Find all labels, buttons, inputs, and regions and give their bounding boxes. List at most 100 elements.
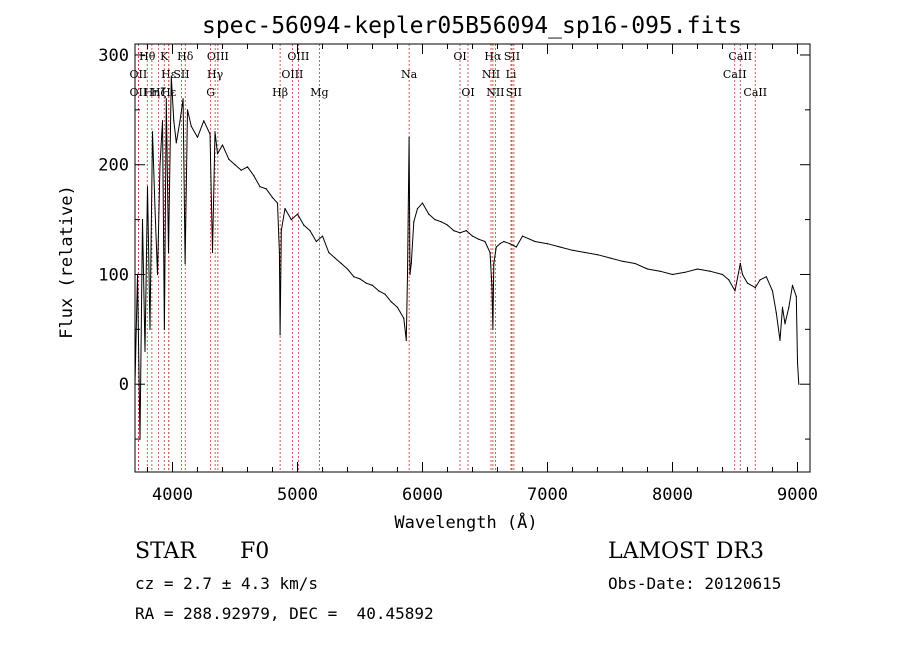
x-tick-label: 4000 — [152, 485, 193, 505]
spectrum-series — [134, 76, 800, 440]
spectrum-point — [559, 246, 561, 248]
spectral-line-label: CaII — [723, 68, 747, 81]
spectral-line-label: CaII — [728, 50, 752, 63]
x-tick-label: 6000 — [402, 485, 443, 505]
spectral-line-label: NII — [486, 86, 504, 99]
spectrum-point — [609, 257, 611, 259]
spectrum-point — [396, 306, 399, 308]
spectral-line-label: OIII — [287, 50, 309, 63]
spectrum-point — [489, 251, 491, 254]
spectrum-point — [478, 238, 480, 240]
spectrum-point — [340, 262, 342, 265]
spectrum-point — [265, 188, 267, 190]
spectrum-point — [409, 273, 411, 276]
spectrum-point — [196, 136, 199, 138]
coordinates-label: RA = 288.92979, DEC = 40.45892 — [135, 604, 434, 623]
spectrum-point — [161, 120, 164, 122]
spectrum-point — [634, 262, 636, 265]
y-tick-label: 100 — [98, 265, 129, 285]
spectrum-point — [154, 208, 156, 210]
spectrum-point — [384, 293, 386, 295]
class-label: STAR — [135, 539, 196, 564]
spectrum-point — [328, 251, 330, 254]
spectrum-point — [684, 271, 686, 273]
spectrum-point — [149, 328, 151, 330]
spectrum-point — [471, 235, 474, 237]
redshift-label: cz = 2.7 ± 4.3 km/s — [135, 574, 319, 593]
spectrum-point — [534, 240, 536, 243]
spectrum-point — [503, 240, 505, 243]
spectrum-point — [280, 230, 282, 232]
spectrum-point — [739, 262, 741, 265]
spectrum-point — [405, 339, 407, 341]
spectrum-point — [221, 144, 224, 146]
spectrum-point — [571, 249, 574, 251]
spectrum-point — [546, 243, 549, 245]
spectral-line-label: NII — [482, 68, 500, 81]
spectrum-point — [791, 284, 794, 286]
subclass-label: F0 — [240, 539, 270, 564]
spectral-line-label: Li — [506, 68, 517, 81]
spectral-line-label: Hβ — [272, 86, 288, 99]
spectrum-point — [798, 383, 800, 385]
x-tick-label: 7000 — [527, 485, 568, 505]
spectrum-point — [796, 361, 799, 363]
spectrum-point — [759, 279, 761, 281]
spectrum-point — [746, 282, 749, 284]
spectrum-point — [182, 98, 184, 100]
spectral-line-label: Mg — [310, 86, 328, 99]
spectrum-point — [410, 262, 412, 265]
spectrum-point — [596, 254, 599, 256]
spectrum-point — [734, 290, 736, 292]
spectrum-point — [159, 164, 161, 166]
spectrum-point — [151, 131, 154, 133]
spectrum-point — [428, 213, 430, 215]
y-tick-label: 0 — [119, 375, 129, 395]
spectrum-point — [234, 164, 236, 166]
x-tick-label: 8000 — [652, 485, 693, 505]
spectrum-point — [434, 219, 436, 221]
spectrum-point — [321, 235, 324, 237]
spectrum-point — [453, 230, 455, 232]
spectrum-point — [741, 273, 744, 276]
spectrum-point — [175, 142, 177, 144]
spectrum-point — [334, 257, 336, 259]
spectrum-point — [284, 208, 286, 210]
spectrum-point — [491, 284, 493, 286]
chart-title: spec-56094-kepler05B56094_sp16-095.fits — [202, 13, 742, 39]
spectrum-point — [509, 243, 511, 245]
spectrum-point — [406, 273, 409, 276]
spectrum-point — [499, 243, 501, 245]
y-axis-label: Flux (relative) — [57, 185, 77, 339]
spectrum-point — [779, 339, 781, 341]
spectral-line-label: Hγ — [207, 68, 224, 81]
spectrum-point — [146, 186, 149, 188]
spectrum-point — [216, 153, 219, 155]
spectrum-point — [403, 317, 405, 319]
spectrum-point — [228, 158, 230, 160]
y-tick-label: 300 — [98, 46, 129, 66]
spectral-line-label: CaII — [743, 86, 767, 99]
spectrum-point — [621, 260, 624, 262]
spectrum-point — [359, 278, 361, 280]
spectral-line-label: SII — [504, 50, 520, 63]
spectrum-point — [788, 306, 790, 308]
spectrum-point — [253, 175, 255, 177]
spectrum-point — [278, 251, 280, 254]
spectrum-point — [371, 284, 374, 286]
spectral-line-label: OII — [130, 86, 148, 99]
spectral-line-label: G — [206, 86, 215, 99]
spectrum-point — [584, 251, 586, 254]
spectrum-point — [446, 224, 449, 226]
x-axis-label: Wavelength (Å) — [394, 511, 537, 533]
spectrum-point — [495, 246, 497, 248]
spectral-line-label: OIII — [207, 50, 229, 63]
spectrum-point — [240, 169, 242, 171]
spectrum-point — [259, 186, 261, 188]
spectrum-point — [163, 328, 165, 330]
spectral-line-label: Hδ — [177, 50, 194, 63]
spectral-line-label: SII — [173, 68, 189, 81]
spectral-line-label: Hε — [161, 86, 177, 99]
spectrum-point — [165, 98, 167, 100]
